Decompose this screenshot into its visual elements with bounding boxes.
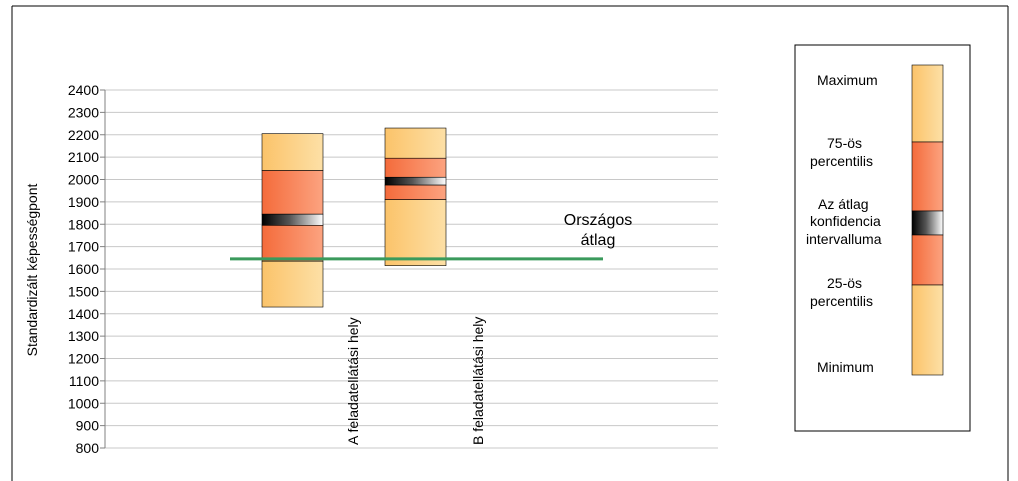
legend-outer-top [911,64,944,143]
y-tick-label: 1800 [68,216,99,232]
y-tick-label: 1100 [69,373,99,389]
box-upper-whisker-segment [261,133,324,171]
legend: Maximum 75-ös percentilis Az átlag konfi… [794,44,971,432]
y-tick-label: 2000 [68,172,99,188]
category-labels: A feladatellátási hely B feladatellátási … [345,317,486,445]
y-axis-title: Standardizált képességpont [24,184,40,357]
legend-inner-bottom [911,234,944,286]
y-tick-label: 1300 [68,328,99,344]
category-label: B feladatellátási hely [470,317,486,445]
box-lower-whisker-segment [261,260,324,308]
legend-p75-line1: 75-ös [827,135,862,151]
box-upper-quartile-segment [384,157,447,178]
y-tick-label: 800 [76,440,100,456]
legend-p75-line2: percentilis [810,153,873,169]
category-label: A feladatellátási hely [345,317,361,445]
box-upper-whisker-segment [384,127,447,159]
y-tick-label: 1000 [68,395,99,411]
y-tick-label: 1200 [68,351,99,367]
y-tick-label: 2400 [68,82,99,98]
y-tick-label: 1700 [68,239,99,255]
box-confidence-interval-segment [261,213,324,226]
y-axis: 800 900 1000 1100 1200 1300 1400 1500 1600 1700 18… [68,82,106,456]
box-confidence-interval-segment [384,176,447,186]
box-lower-whisker-segment [384,199,447,266]
legend-ci-line2: konfidencia [810,213,881,229]
legend-minimum: Minimum [817,359,874,375]
legend-p25-line1: 25-ös [827,275,862,291]
legend-ci-line3: intervalluma [806,231,882,247]
y-tick-label: 1900 [68,194,99,210]
y-tick-label: 2300 [68,104,99,120]
y-tick-label: 2100 [68,149,99,165]
legend-ci [911,210,944,236]
y-tick-label: 2200 [68,127,99,143]
national-average-label-line2: átlag [581,232,616,249]
legend-ci-line1: Az átlag [818,196,869,212]
legend-outer-bottom [911,284,944,376]
y-tick-label: 1600 [68,261,99,277]
y-tick-label: 900 [76,418,100,434]
box-upper-quartile-segment [261,170,324,215]
y-tick-label: 1400 [68,306,99,322]
legend-p25-line2: percentilis [810,293,873,309]
legend-maximum: Maximum [817,72,878,88]
box-lower-quartile-segment [384,184,447,200]
legend-inner-top [911,141,944,212]
y-tick-label: 1500 [68,283,99,299]
national-average-label-line1: Országos [564,212,632,229]
boxes [261,127,447,308]
box-lower-quartile-segment [261,225,324,262]
